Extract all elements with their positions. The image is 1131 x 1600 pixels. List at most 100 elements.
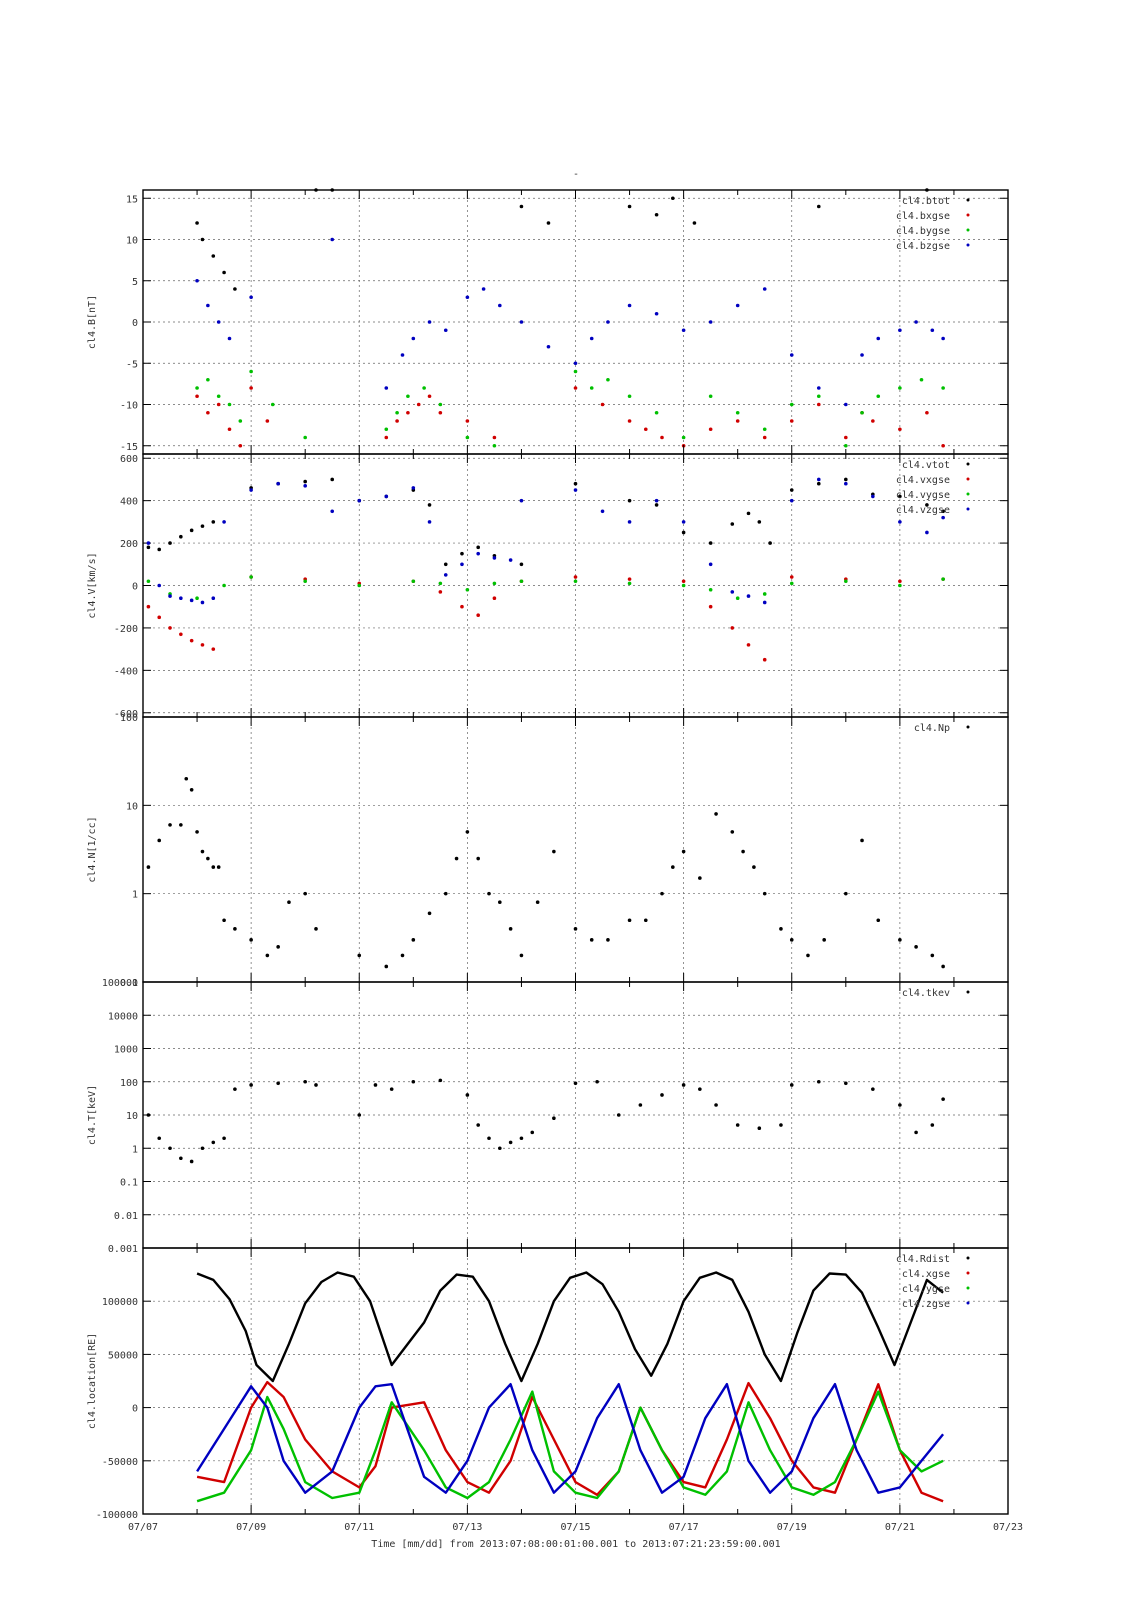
data-point — [941, 336, 945, 341]
data-point — [643, 427, 648, 432]
data-point — [681, 520, 686, 524]
data-point — [395, 410, 399, 415]
data-point — [206, 303, 210, 308]
data-point — [357, 953, 362, 958]
data-point — [222, 1136, 226, 1141]
data-point — [314, 927, 318, 931]
data-point — [789, 488, 794, 492]
data-point — [233, 1087, 237, 1091]
data-point — [757, 520, 762, 524]
data-point — [730, 522, 735, 526]
data-point — [438, 402, 443, 407]
data-point — [898, 328, 902, 333]
data-point — [384, 435, 389, 440]
data-point — [357, 1113, 362, 1117]
data-point — [303, 891, 307, 896]
data-point — [816, 386, 821, 390]
data-point — [919, 377, 924, 382]
data-point — [216, 865, 221, 869]
data-point — [654, 410, 659, 415]
data-point — [216, 320, 221, 324]
data-point — [876, 918, 881, 923]
y-tick-label: 1 — [132, 890, 138, 901]
data-point — [222, 270, 226, 275]
data-point — [898, 938, 902, 942]
y-tick-label: 1000 — [114, 1045, 138, 1056]
data-point — [487, 1136, 491, 1141]
data-point — [606, 938, 610, 942]
data-point — [941, 443, 945, 448]
y-tick-label: 0.1 — [120, 1178, 138, 1189]
data-point — [438, 590, 443, 594]
data-point — [211, 254, 216, 258]
data-point — [762, 435, 767, 440]
series-cl4.vzgse — [146, 477, 945, 605]
data-point — [189, 598, 194, 603]
legend-marker — [966, 462, 970, 466]
data-point — [616, 1113, 621, 1117]
data-point — [789, 353, 794, 357]
data-point — [844, 402, 848, 407]
data-point — [157, 583, 162, 588]
data-point — [871, 419, 875, 423]
data-point — [373, 1083, 378, 1087]
y-tick-label: 100000 — [102, 1297, 138, 1308]
data-point — [400, 353, 405, 357]
data-point — [443, 891, 448, 896]
series-cl4.Rdist — [196, 1271, 944, 1383]
data-point — [195, 596, 199, 601]
data-point — [227, 336, 232, 341]
legend-label: cl4.zgse — [902, 1299, 950, 1310]
data-point — [211, 520, 216, 524]
data-point — [914, 320, 918, 324]
y-tick-label: 400 — [120, 497, 138, 508]
data-point — [438, 1078, 443, 1083]
data-point — [195, 221, 199, 225]
data-point — [411, 336, 416, 341]
data-point — [573, 369, 578, 374]
data-point — [476, 551, 480, 556]
data-point — [573, 488, 578, 492]
data-point — [411, 486, 416, 490]
data-point — [216, 402, 221, 407]
data-point — [427, 394, 432, 399]
panel-1: 15 10 5 0 -5 -10 -15 cl4.B[nT] cl4.btot cl4.bxgse… — [87, 188, 1009, 455]
data-point — [941, 386, 945, 390]
data-point — [238, 419, 243, 423]
legend-label: cl4.vygse — [896, 490, 950, 501]
data-point — [222, 520, 226, 524]
data-point — [303, 435, 307, 440]
data-point — [498, 1146, 502, 1151]
data-point — [762, 657, 767, 662]
data-point — [654, 311, 659, 316]
data-point — [660, 435, 664, 440]
data-point — [465, 1093, 470, 1097]
data-point — [860, 353, 864, 357]
data-point — [406, 394, 410, 399]
data-point — [789, 498, 794, 503]
data-point — [914, 945, 918, 949]
data-point — [395, 419, 399, 423]
data-point — [427, 911, 432, 916]
data-point — [914, 1130, 918, 1135]
legend-marker — [966, 198, 970, 202]
data-point — [822, 938, 826, 942]
data-point — [384, 964, 389, 969]
data-point — [762, 592, 767, 596]
data-point — [762, 287, 767, 291]
data-point — [195, 830, 199, 834]
x-tick-label: 07/17 — [669, 1522, 699, 1533]
data-point — [589, 938, 594, 942]
panel-5: 100000 50000 0 -50000 -100000 cl4.location[RE… — [87, 1247, 1009, 1521]
data-point — [411, 579, 416, 584]
data-point — [627, 581, 632, 586]
legend-marker — [966, 1256, 970, 1260]
data-point — [941, 964, 945, 969]
data-point — [627, 394, 632, 399]
data-point — [627, 577, 632, 581]
data-point — [195, 278, 199, 283]
data-point — [708, 562, 713, 567]
data-point — [714, 1103, 718, 1107]
data-point — [411, 938, 416, 942]
data-point — [476, 545, 480, 550]
